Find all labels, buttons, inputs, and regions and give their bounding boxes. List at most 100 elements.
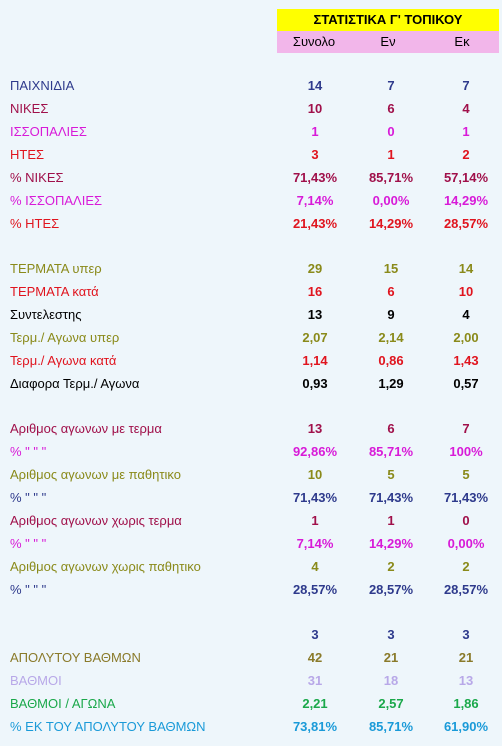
row-value-total: 29: [307, 261, 323, 276]
row-value-home: 14,29%: [368, 536, 414, 551]
row-value-away: 7: [462, 421, 470, 436]
row-value-away: 28,57%: [443, 582, 489, 597]
row-label: ΠΑΙΧΝΙΔΙΑ: [10, 78, 75, 93]
row-label: Αριθμος αγωνων χωρις τερμα: [10, 513, 182, 528]
row-value-total: 7,14%: [296, 193, 334, 208]
row-value-home: 85,71%: [368, 444, 414, 459]
row-value-away: 57,14%: [443, 170, 489, 185]
row-value-away: 14: [458, 261, 474, 276]
row-label: Αριθμος αγωνων με παθητικο: [10, 467, 181, 482]
row-value-away: 1,43: [453, 353, 479, 368]
row-value-total: 2,07: [302, 330, 328, 345]
row-value-home: 9: [387, 307, 395, 322]
row-value-home: 2: [387, 559, 395, 574]
row-value-away: 0,57: [453, 376, 479, 391]
row-value-home: 0: [387, 124, 395, 139]
row-value-total: 31: [307, 673, 323, 688]
row-value-total: 1,14: [302, 353, 328, 368]
row-value-total: 1: [311, 124, 319, 139]
row-value-home: 6: [387, 101, 395, 116]
row-label: Τερμ./ Αγωνα υπερ: [10, 330, 120, 345]
row-label: ΤΕΡΜΑΤΑ υπερ: [10, 261, 102, 276]
row-value-away: 4: [462, 307, 470, 322]
row-label: % ΙΣΣΟΠΑΛΙΕΣ: [10, 193, 103, 208]
row-value-away: 10: [458, 284, 474, 299]
row-value-home: 85,71%: [368, 719, 414, 734]
row-value-home: 14,29%: [368, 216, 414, 231]
row-value-total: 10: [307, 467, 323, 482]
row-value-home: 0,00%: [372, 193, 410, 208]
row-value-total: 28,57%: [292, 582, 338, 597]
row-value-total: 3: [311, 627, 319, 642]
row-value-total: 13: [307, 421, 323, 436]
sheet-title: ΣΤΑΤΙΣΤΙΚΑ Γ' ΤΟΠΙΚΟΥ: [277, 9, 499, 31]
row-label: Αριθμος αγωνων με τερμα: [10, 421, 162, 436]
row-value-total: 73,81%: [292, 719, 338, 734]
row-value-away: 71,43%: [443, 490, 489, 505]
row-value-total: 21,43%: [292, 216, 338, 231]
row-label: % " " ": [10, 490, 47, 505]
row-value-total: 2,21: [302, 696, 328, 711]
row-value-away: 2,00: [453, 330, 479, 345]
row-value-home: 1: [387, 513, 395, 528]
row-value-home: 6: [387, 284, 395, 299]
row-value-total: 42: [307, 650, 323, 665]
row-value-total: 71,43%: [292, 170, 338, 185]
row-value-away: 14,29%: [443, 193, 489, 208]
row-value-home: 1,29: [378, 376, 404, 391]
row-label: Τερμ./ Αγωνα κατά: [10, 353, 117, 368]
row-label: Αριθμος αγωνων χωρις παθητικο: [10, 559, 201, 574]
row-value-home: 1: [387, 147, 395, 162]
row-value-away: 1: [462, 124, 470, 139]
row-label: ΤΕΡΜΑΤΑ κατά: [10, 284, 99, 299]
row-label: ΝΙΚΕΣ: [10, 101, 49, 116]
row-value-home: 15: [383, 261, 399, 276]
row-value-away: 61,90%: [443, 719, 489, 734]
row-value-away: 13: [458, 673, 474, 688]
row-label: % " " ": [10, 444, 47, 459]
row-label: ΙΣΣΟΠΑΛΙΕΣ: [10, 124, 87, 139]
row-value-total: 16: [307, 284, 323, 299]
row-value-home: 2,14: [378, 330, 404, 345]
row-label: % " " ": [10, 536, 47, 551]
row-value-total: 71,43%: [292, 490, 338, 505]
row-value-home: 7: [387, 78, 395, 93]
row-value-away: 2: [462, 559, 470, 574]
row-value-away: 0,00%: [447, 536, 485, 551]
row-value-home: 71,43%: [368, 490, 414, 505]
row-value-away: 100%: [449, 444, 483, 459]
row-value-away: 0: [462, 513, 470, 528]
row-label: % ΕΚ ΤΟΥ ΑΠΟΛΥΤΟΥ ΒΑΘΜΩΝ: [10, 719, 206, 734]
row-value-total: 13: [307, 307, 323, 322]
row-value-away: 3: [462, 627, 470, 642]
row-label: % ΗΤΕΣ: [10, 216, 60, 231]
row-value-total: 0,93: [302, 376, 328, 391]
row-value-away: 7: [462, 78, 470, 93]
row-value-home: 6: [387, 421, 395, 436]
row-value-away: 2: [462, 147, 470, 162]
row-value-home: 18: [383, 673, 399, 688]
row-value-home: 0,86: [378, 353, 404, 368]
row-value-home: 2,57: [378, 696, 404, 711]
row-label: Συντελεστης: [10, 307, 82, 322]
column-header-total: Συνολο: [277, 31, 351, 53]
row-value-away: 5: [462, 467, 470, 482]
row-value-total: 1: [311, 513, 319, 528]
row-value-total: 14: [307, 78, 323, 93]
row-value-total: 3: [311, 147, 319, 162]
row-label: ΗΤΕΣ: [10, 147, 45, 162]
column-header-home: Εν: [351, 31, 425, 53]
row-value-total: 4: [311, 559, 319, 574]
row-label: % " " ": [10, 582, 47, 597]
column-header-away: Εκ: [425, 31, 499, 53]
row-value-home: 3: [387, 627, 395, 642]
row-value-home: 28,57%: [368, 582, 414, 597]
row-value-home: 5: [387, 467, 395, 482]
row-value-total: 10: [307, 101, 323, 116]
row-value-home: 85,71%: [368, 170, 414, 185]
row-label: Διαφορα Τερμ./ Αγωνα: [10, 376, 140, 391]
row-label: ΑΠΟΛΥΤΟΥ ΒΑΘΜΩΝ: [10, 650, 141, 665]
row-value-away: 28,57%: [443, 216, 489, 231]
row-label: % ΝΙΚΕΣ: [10, 170, 64, 185]
